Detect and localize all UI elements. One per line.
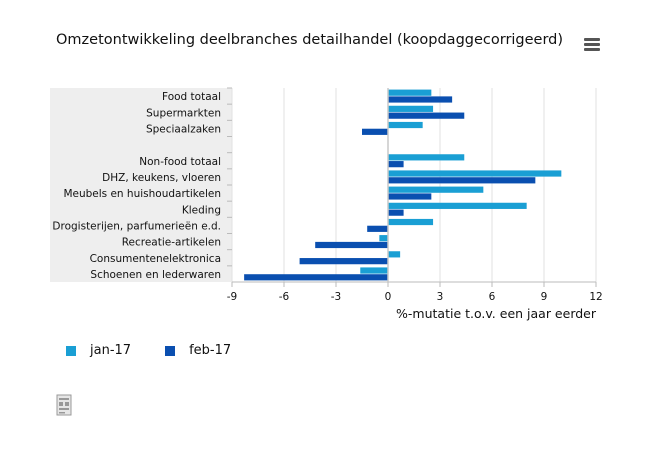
bar-feb-17 xyxy=(388,96,453,103)
bar-jan-17 xyxy=(388,251,401,258)
hamburger-menu-icon[interactable] xyxy=(584,38,600,52)
x-tick-labels: -9 -6 -3 0 3 6 9 12 xyxy=(227,291,603,303)
bar-jan-17 xyxy=(360,267,388,274)
bar-feb-17 xyxy=(315,241,388,249)
x-tick-label: 9 xyxy=(541,291,548,303)
legend-swatch-feb-17 xyxy=(165,345,176,356)
category-label: Schoenen en lederwaren xyxy=(90,269,221,281)
category-label: Food totaal xyxy=(162,91,221,103)
x-tick-label: -3 xyxy=(331,291,341,303)
legend-item-jan-17[interactable]: jan-17 xyxy=(66,343,131,358)
category-label: Drogisterijen, parfumerieën e.d. xyxy=(52,220,221,232)
category-labels: Food totaal Supermarkten Speciaalzaken Non-… xyxy=(52,87,232,281)
legend-swatch-jan-17 xyxy=(66,345,76,356)
bar-jan-17 xyxy=(379,235,388,242)
document-icon[interactable] xyxy=(56,394,72,416)
legend: jan-17 feb-17 xyxy=(66,343,265,358)
bar-jan-17 xyxy=(388,154,465,161)
category-label: Kleding xyxy=(182,204,221,216)
x-tick-label: 0 xyxy=(385,291,392,303)
bar-feb-17 xyxy=(388,177,536,184)
category-label: Supermarkten xyxy=(146,107,221,119)
category-label: Non-food totaal xyxy=(139,156,221,168)
x-axis-label: %-mutatie t.o.v. een jaar eerder xyxy=(396,306,597,321)
x-tick-label: 6 xyxy=(489,291,496,303)
legend-item-feb-17[interactable]: feb-17 xyxy=(165,343,231,358)
chart-title: Omzetontwikkeling deelbranches detailhan… xyxy=(56,32,564,48)
legend-label-jan-17: jan-17 xyxy=(90,343,132,358)
bar-feb-17 xyxy=(388,209,404,216)
bar-feb-17 xyxy=(367,225,388,232)
x-tick-label: -9 xyxy=(227,291,237,303)
bar-jan-17 xyxy=(388,89,432,96)
legend-label-feb-17: feb-17 xyxy=(189,343,232,358)
bar-jan-17 xyxy=(388,105,434,112)
category-axis-background xyxy=(50,88,232,282)
category-label: Speciaalzaken xyxy=(146,123,221,135)
category-label: Consumentenelektronica xyxy=(90,253,221,265)
category-label: Recreatie-artikelen xyxy=(122,237,221,249)
bar-feb-17 xyxy=(388,112,465,119)
bar-jan-17 xyxy=(388,170,562,177)
bar-jan-17 xyxy=(388,186,484,193)
bar-feb-17 xyxy=(388,193,432,200)
x-tick-label: -6 xyxy=(279,291,290,303)
bar-jan-17 xyxy=(388,202,527,209)
bar-feb-17 xyxy=(388,161,404,168)
bar-feb-17 xyxy=(244,274,388,281)
x-tick-label: 12 xyxy=(589,291,602,303)
x-tick-label: 3 xyxy=(437,291,444,303)
category-label: DHZ, keukens, vloeren xyxy=(102,172,221,184)
bars xyxy=(244,89,562,281)
bar-jan-17 xyxy=(388,121,423,129)
bar-jan-17 xyxy=(388,218,434,226)
grid-lines xyxy=(231,88,597,287)
category-label: Meubels en huishoudartikelen xyxy=(63,188,221,200)
bar-feb-17 xyxy=(362,128,388,135)
bar-feb-17 xyxy=(299,258,388,265)
